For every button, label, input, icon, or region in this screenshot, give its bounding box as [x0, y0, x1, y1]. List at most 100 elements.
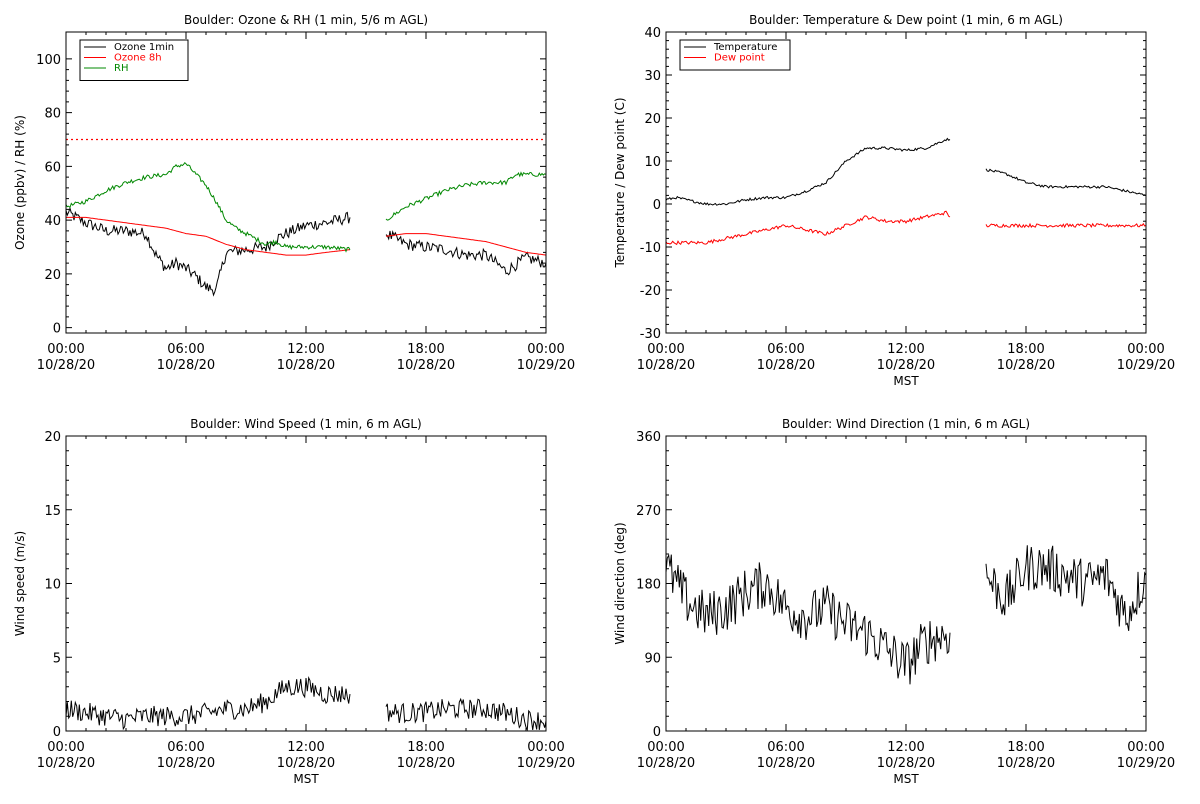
x-tick-label-date: 10/28/20 [157, 756, 215, 771]
series-line-1-segment-1 [66, 675, 351, 731]
x-tick-label-date: 10/28/20 [637, 756, 695, 771]
x-tick-label: 12:00 [887, 342, 924, 357]
legend-entry: Ozone 8h [114, 53, 162, 64]
y-tick-label: 0 [653, 198, 661, 213]
y-tick-label: 20 [44, 430, 61, 445]
x-tick-label-date: 10/29/20 [517, 756, 575, 771]
x-tick-label: 00:00 [1127, 342, 1164, 357]
y-tick-label: 180 [636, 578, 661, 593]
y-tick-label: 40 [44, 214, 61, 229]
y-tick-label: -30 [640, 327, 661, 342]
legend-entry: Ozone 1min [114, 42, 174, 53]
x-tick-label: 00:00 [1127, 740, 1164, 755]
x-tick-label-date: 10/28/20 [757, 358, 815, 373]
y-tick-label: -20 [640, 284, 661, 299]
chart-title: Boulder: Ozone & RH (1 min, 5/6 m AGL) [184, 13, 428, 27]
x-tick-label: 12:00 [287, 342, 324, 357]
x-tick-label-date: 10/28/20 [37, 756, 95, 771]
y-tick-label: 0 [653, 725, 661, 740]
x-tick-label-date: 10/28/20 [877, 358, 935, 373]
x-tick-label: 18:00 [1007, 740, 1044, 755]
y-tick-label: 20 [44, 268, 61, 283]
x-axis-label: MST [293, 772, 319, 786]
legend-entry: Dew point [714, 53, 765, 64]
x-tick-label: 06:00 [767, 342, 804, 357]
series-line-2-segment-1 [666, 210, 951, 246]
x-tick-label: 00:00 [647, 342, 684, 357]
x-tick-label-date: 10/28/20 [997, 358, 1055, 373]
x-tick-label-date: 10/28/20 [157, 358, 215, 373]
chart-title: Boulder: Temperature & Dew point (1 min,… [749, 13, 1063, 27]
y-tick-label: 20 [644, 112, 661, 127]
y-axis-label: Temperature / Dew point (C) [613, 97, 627, 268]
y-tick-label: 0 [53, 322, 61, 337]
panel-3: Boulder: Wind Speed (1 min, 6 m AGL) Wind… [13, 417, 575, 786]
series-line-1-segment-2 [985, 545, 1146, 631]
x-tick-label-date: 10/28/20 [397, 756, 455, 771]
plot-frame [665, 31, 1147, 334]
x-tick-label: 00:00 [47, 342, 84, 357]
series-line-1-segment-1 [66, 206, 351, 297]
x-tick-label: 06:00 [767, 740, 804, 755]
plot-frame [65, 31, 547, 334]
panel-4: Boulder: Wind Direction (1 min, 6 m AGL)… [613, 417, 1175, 786]
x-tick-label: 00:00 [47, 740, 84, 755]
y-axis-label: Ozone (ppbv) / RH (%) [13, 115, 27, 250]
legend-entry: Temperature [713, 42, 777, 53]
x-tick-label: 00:00 [647, 740, 684, 755]
chart-title: Boulder: Wind Speed (1 min, 6 m AGL) [190, 417, 422, 431]
x-tick-label: 12:00 [287, 740, 324, 755]
series-line-2-segment-2 [385, 233, 546, 256]
x-tick-label: 18:00 [1007, 342, 1044, 357]
y-tick-label: 360 [636, 430, 661, 445]
x-tick-label: 06:00 [167, 342, 204, 357]
series-line-2-segment-1 [66, 216, 351, 256]
x-tick-label-date: 10/29/20 [1117, 756, 1175, 771]
y-tick-label: 270 [636, 504, 661, 519]
x-tick-label-date: 10/28/20 [277, 358, 335, 373]
y-tick-label: 80 [44, 107, 61, 122]
x-tick-label-date: 10/28/20 [37, 358, 95, 373]
series-line-3-segment-2 [385, 171, 546, 221]
x-tick-label-date: 10/28/20 [637, 358, 695, 373]
series-line-1-segment-2 [385, 697, 546, 731]
x-tick-label: 12:00 [887, 740, 924, 755]
series-line-1-segment-2 [385, 229, 546, 276]
x-tick-label: 18:00 [407, 342, 444, 357]
x-tick-label-date: 10/28/20 [997, 756, 1055, 771]
y-tick-label: 30 [644, 69, 661, 84]
x-tick-label-date: 10/29/20 [517, 358, 575, 373]
y-tick-label: -10 [640, 241, 661, 256]
x-tick-label: 00:00 [527, 740, 564, 755]
y-tick-label: 10 [44, 578, 61, 593]
series-line-2-segment-2 [985, 222, 1146, 229]
y-tick-label: 100 [36, 53, 61, 68]
y-tick-label: 10 [644, 155, 661, 170]
y-tick-label: 40 [644, 26, 661, 41]
x-axis-label: MST [893, 772, 919, 786]
legend-box [679, 39, 791, 71]
series-line-1-segment-1 [666, 553, 951, 685]
panel-1: Boulder: Ozone & RH (1 min, 5/6 m AGL) Oz… [13, 13, 575, 373]
y-axis-label: Wind speed (m/s) [13, 531, 27, 636]
panel-2: Boulder: Temperature & Dew point (1 min,… [613, 13, 1175, 388]
x-tick-label: 06:00 [167, 740, 204, 755]
x-axis-label: MST [893, 374, 919, 388]
plot-frame [65, 435, 547, 732]
x-tick-label: 18:00 [407, 740, 444, 755]
x-tick-label-date: 10/28/20 [277, 756, 335, 771]
y-tick-label: 15 [44, 504, 61, 519]
x-tick-label-date: 10/28/20 [757, 756, 815, 771]
y-tick-label: 0 [53, 725, 61, 740]
plot-frame [665, 435, 1147, 732]
x-tick-label: 00:00 [527, 342, 564, 357]
series-line-1-segment-2 [985, 168, 1146, 196]
x-tick-label-date: 10/29/20 [1117, 358, 1175, 373]
legend-entry: RH [114, 63, 128, 74]
x-tick-label-date: 10/28/20 [877, 756, 935, 771]
y-tick-label: 5 [53, 651, 61, 666]
series-line-1-segment-1 [666, 137, 951, 206]
series-line-3-segment-1 [66, 161, 351, 253]
